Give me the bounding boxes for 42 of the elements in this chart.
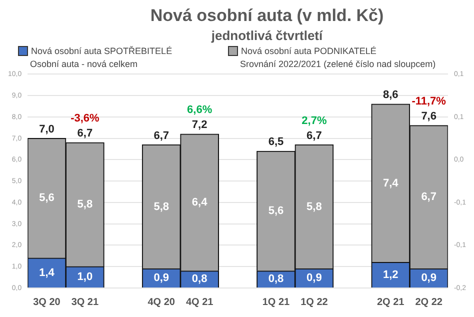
data-label: 1,4 — [39, 266, 56, 279]
chart-title: Nová osobní auta (v mld. Kč) — [149, 6, 385, 26]
x-tick-label: 1Q 22 — [300, 296, 328, 308]
data-label: 5,6 — [39, 192, 54, 204]
annotation: -11,7% — [412, 96, 446, 108]
x-tick-label: 3Q 20 — [33, 296, 61, 308]
x-tick-label: 3Q 21 — [71, 296, 99, 308]
total-label: 6,7 — [77, 128, 93, 140]
data-label: 5,8 — [154, 200, 170, 213]
x-tick-label: 2Q 22 — [415, 296, 443, 308]
data-label: 1,0 — [77, 271, 93, 284]
total-label: 6,7 — [154, 130, 170, 142]
data-label: 0,9 — [421, 272, 436, 284]
data-label: 5,8 — [77, 198, 93, 211]
total-label: 7,2 — [192, 119, 208, 132]
data-label: 6,7 — [421, 191, 436, 204]
legend-label: Nová osobní auta PODNIKATELÉ — [241, 46, 376, 56]
data-label: 0,9 — [154, 272, 170, 284]
annotation: -3,6% — [70, 112, 100, 125]
chart-subtitle: jednotlivá čtvrtletí — [210, 28, 324, 43]
text: Srovnání 2022/2021 (zelené číslo nad sloupcem) — [239, 59, 437, 69]
total-label: 8,6 — [382, 89, 398, 102]
x-tick-label: 4Q 20 — [148, 296, 176, 308]
annotation: 2,7% — [302, 114, 327, 127]
data-label: 0,8 — [192, 273, 208, 286]
total-label: 6,5 — [268, 136, 284, 148]
annotation: 6,6% — [187, 104, 212, 116]
data-label: 0,8 — [268, 273, 284, 286]
data-label: 6,4 — [192, 196, 208, 209]
data-label: 0,9 — [306, 272, 322, 284]
data-label: 5,8 — [306, 200, 322, 213]
x-tick-label: 4Q 21 — [186, 296, 214, 308]
x-tick-label: 1Q 21 — [262, 296, 290, 308]
total-label: 7,6 — [421, 110, 436, 123]
data-label: 1,2 — [382, 268, 398, 281]
text: Osobní auta - nová celkem — [29, 59, 139, 69]
x-tick-label: 2Q 21 — [376, 296, 405, 308]
legend-label: Nová osobní auta SPOTŘEBITELÉ — [31, 46, 172, 56]
total-label: 6,7 — [306, 130, 322, 142]
data-label: 5,6 — [268, 205, 284, 218]
data-label: 7,4 — [382, 177, 400, 190]
total-label: 7,0 — [39, 123, 54, 136]
